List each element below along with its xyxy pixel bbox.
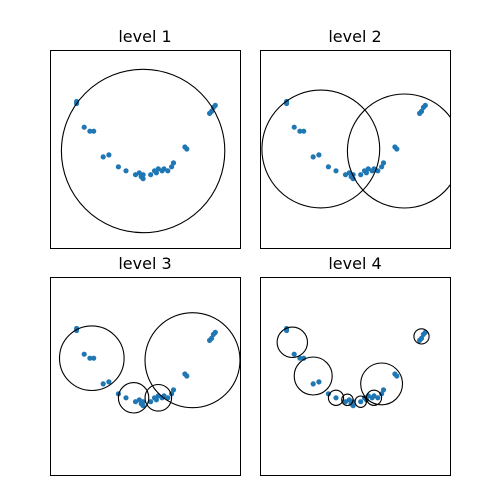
- cluster-circle: [261, 89, 381, 209]
- data-point: [418, 108, 425, 114]
- cluster-circle: [413, 328, 430, 345]
- plot-area: [261, 89, 450, 209]
- axes-frame: [260, 277, 451, 476]
- data-point: [184, 373, 190, 379]
- subplot-2: level 2: [260, 27, 451, 249]
- data-point: [208, 335, 215, 341]
- plot-area: [276, 325, 430, 409]
- data-point: [297, 128, 303, 134]
- data-point: [184, 146, 190, 152]
- data-point: [123, 168, 129, 174]
- data-point: [316, 379, 322, 385]
- subplot-1: level 1: [50, 27, 241, 249]
- axes-frame: [50, 277, 241, 476]
- data-point: [380, 387, 387, 393]
- cluster-circle: [354, 395, 367, 408]
- data-point: [418, 335, 425, 341]
- data-point: [301, 128, 307, 134]
- data-point: [81, 351, 87, 357]
- subplot-title: level 3: [118, 254, 171, 273]
- data-point: [325, 391, 331, 397]
- data-point: [123, 395, 129, 401]
- cluster-circle: [346, 93, 450, 209]
- subplot-title: level 4: [328, 254, 381, 273]
- data-point: [148, 399, 154, 405]
- cluster-circle: [360, 362, 404, 406]
- data-point: [212, 102, 218, 108]
- data-point: [291, 124, 297, 130]
- data-point: [310, 381, 316, 387]
- data-point: [91, 128, 97, 134]
- data-point: [310, 154, 316, 160]
- data-point: [74, 98, 80, 105]
- data-point: [358, 399, 364, 405]
- data-point: [422, 102, 428, 108]
- cluster-circle: [144, 383, 173, 412]
- data-point: [333, 395, 339, 401]
- data-point: [375, 395, 381, 401]
- data-point: [394, 146, 400, 152]
- axes-frame: [260, 50, 451, 249]
- data-point: [363, 170, 369, 176]
- data-point: [153, 170, 159, 176]
- data-point: [170, 160, 177, 166]
- data-point: [81, 124, 87, 130]
- data-point: [212, 329, 218, 335]
- subplot-title: level 1: [118, 27, 171, 46]
- data-point: [115, 164, 121, 170]
- cluster-circle: [327, 389, 345, 406]
- data-point: [165, 168, 171, 174]
- data-point: [170, 387, 177, 393]
- data-point: [106, 152, 112, 158]
- data-point: [358, 172, 364, 178]
- data-point: [379, 164, 385, 170]
- data-point: [394, 373, 400, 379]
- plot-area: [60, 68, 226, 234]
- data-point: [100, 154, 106, 160]
- data-point: [380, 160, 387, 166]
- data-point: [316, 152, 322, 158]
- data-point: [165, 395, 171, 401]
- subplot-4: level 4: [260, 254, 451, 476]
- data-point: [91, 355, 97, 361]
- data-point: [140, 172, 146, 178]
- data-point: [153, 397, 159, 403]
- data-point: [140, 399, 146, 405]
- data-point: [140, 403, 146, 409]
- data-point: [208, 108, 215, 114]
- axes-frame: [50, 50, 241, 249]
- cluster-circle: [144, 312, 240, 409]
- plot-area: [58, 312, 240, 414]
- subplot-3: level 3: [50, 254, 241, 476]
- data-point: [325, 164, 331, 170]
- data-point: [297, 355, 303, 361]
- data-point: [106, 379, 112, 385]
- cluster-circle: [276, 326, 309, 359]
- data-point: [100, 381, 106, 387]
- data-point: [148, 172, 154, 178]
- data-point: [333, 168, 339, 174]
- data-point: [379, 391, 385, 397]
- cluster-circle: [293, 356, 333, 396]
- data-point: [169, 164, 175, 170]
- data-point: [350, 176, 356, 182]
- data-point: [291, 351, 297, 357]
- data-point: [350, 403, 356, 409]
- data-point: [87, 128, 93, 134]
- data-point: [140, 176, 146, 182]
- subplot-title: level 2: [328, 27, 381, 46]
- data-point: [301, 355, 307, 361]
- cluster-circle: [117, 382, 150, 414]
- data-point: [87, 355, 93, 361]
- cluster-circle: [60, 68, 226, 234]
- cluster-circle: [341, 393, 354, 407]
- cluster-circle: [58, 325, 125, 392]
